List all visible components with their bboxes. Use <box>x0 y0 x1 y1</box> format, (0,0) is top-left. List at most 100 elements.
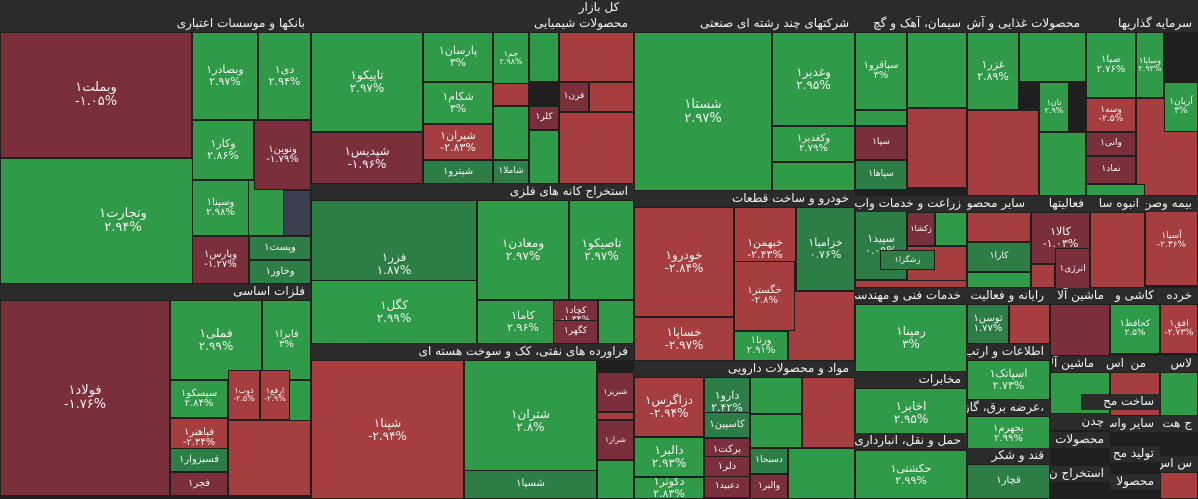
sector-header[interactable]: ماشین آلا <box>1050 288 1110 304</box>
stock-cell[interactable]: شپترو۱ <box>423 160 493 184</box>
stock-cell[interactable]: وبملت۱ -۱.۰۵% <box>0 32 192 158</box>
sector-header[interactable]: محصولات شیمیایی <box>311 16 634 32</box>
stock-cell[interactable]: خگستر۱ -۲.۸% <box>734 261 795 331</box>
stock-cell[interactable]: دعبید۱ <box>704 476 750 498</box>
sector-header[interactable]: چدن <box>1050 414 1110 430</box>
stock-cell[interactable]: وانی۱ <box>1086 132 1136 156</box>
stock-cell[interactable]: خزامیا۱ ۰.۷۶% <box>796 207 855 291</box>
stock-cell[interactable]: صبا۱ ۲.۷۶% <box>1086 32 1136 98</box>
sector-header[interactable]: ج هت <box>1160 416 1198 432</box>
sector-header[interactable]: قند و شکر <box>967 448 1050 464</box>
stock-cell[interactable]: کحافظ۱ ۲.۵% <box>1110 304 1160 354</box>
stock-cell[interactable]: فسبزوار۱ <box>170 448 228 472</box>
sector-header[interactable]: حمل و نقل، انبارداری <box>855 433 967 449</box>
stock-cell[interactable]: خساپا۱ -۲.۹۷% <box>634 317 734 361</box>
sector-header[interactable]: لاس <box>1152 356 1198 372</box>
stock-cell[interactable]: تاصیکو۱ ۲.۹۷% <box>569 200 634 300</box>
stock-cell[interactable]: دزاگرس۱ -۲.۹۴% <box>634 377 704 437</box>
stock-cell[interactable]: شکام۱ ۳% <box>423 82 493 124</box>
stock-cell[interactable]: غزر۱ ۲.۸۹% <box>967 32 1019 110</box>
stock-cell[interactable]: وکغدیر۱ ۲.۷۹% <box>772 126 855 162</box>
sector-header[interactable]: فلزات اساسی <box>0 284 311 300</box>
sector-header[interactable]: زراعت و خدمات واب <box>855 196 967 212</box>
stock-cell[interactable]: زشگزا۱ <box>880 250 935 270</box>
stock-cell[interactable]: شپنا۱ -۲.۹۴% <box>311 360 464 499</box>
sector-header[interactable]: ساخت مح <box>1081 394 1160 410</box>
sector-header[interactable]: رایانه و فعالیت <box>967 288 1050 304</box>
stock-cell[interactable]: فابرا۱ ۳% <box>262 300 311 380</box>
stock-cell[interactable]: قچار۱ <box>967 464 1050 499</box>
stock-cell[interactable]: انرژی۱ <box>1055 248 1090 292</box>
sector-header[interactable]: خدمات فنی و مهندسی <box>855 288 967 304</box>
stock-cell[interactable]: دکوثر۱ ۲.۸۳% <box>634 477 704 499</box>
stock-cell[interactable]: بجهرم۱ ۲.۹۹% <box>967 416 1050 452</box>
sector-header[interactable]: ماشین آلا <box>1052 356 1100 372</box>
sector-header[interactable]: استخراج ن <box>1050 466 1110 482</box>
sector-header[interactable]: فراورده های نفتی، کک و سوخت هسته ای <box>311 344 634 360</box>
stock-cell[interactable]: نماد۱ <box>1086 156 1136 184</box>
stock-cell[interactable]: والبر۱ <box>750 474 788 499</box>
stock-cell[interactable]: خودرو۱ -۲.۸۴% <box>634 207 734 317</box>
sector-header[interactable]: سایر محصو <box>967 196 1031 212</box>
stock-cell[interactable]: وسه۱ -۲.۵% <box>1086 98 1136 132</box>
stock-cell[interactable]: کارا۱ <box>967 242 1031 272</box>
sector-header[interactable]: خرده <box>1160 288 1198 304</box>
stock-cell[interactable]: شتران۱ ۲.۸% <box>464 360 597 482</box>
sector-header[interactable]: استخراج کانه های فلزی <box>311 184 634 200</box>
stock-cell[interactable]: دسبحا۱ <box>750 448 788 474</box>
stock-cell[interactable]: نان۱ ۲.۹% <box>1039 82 1069 132</box>
stock-cell[interactable]: ارفع۱ -۲.۹% <box>260 370 290 420</box>
stock-cell[interactable]: وخاور۱ <box>249 260 311 284</box>
sector-header[interactable]: محصولا <box>1110 474 1160 490</box>
stock-cell[interactable]: کگل۱ ۲.۹۹% <box>311 280 477 344</box>
stock-cell[interactable]: فملی۱ ۲.۹۹% <box>170 300 262 380</box>
sector-header[interactable]: خودرو و ساخت قطعات <box>634 191 855 207</box>
sector-header[interactable]: تولید مح <box>1110 446 1160 462</box>
stock-cell[interactable]: شاملا۱ <box>493 160 529 184</box>
stock-cell[interactable]: فرن۱ <box>559 82 589 112</box>
stock-cell[interactable]: ونوین۱ -۱.۷۹% <box>254 120 311 190</box>
stock-cell[interactable]: وسینا۱ ۲.۹۸% <box>192 180 249 236</box>
stock-cell[interactable]: وپارس۱ -۱.۲۷% <box>192 236 249 284</box>
stock-cell[interactable]: زکشا۱ <box>907 212 935 246</box>
stock-cell[interactable]: سیسکو۱ ۲.۸۴% <box>170 380 228 418</box>
stock-cell[interactable]: شسپا۱ <box>464 470 597 499</box>
stock-cell[interactable]: کاسپین۱ <box>704 412 750 438</box>
stock-cell[interactable]: وکار۱ ۲.۸۶% <box>192 120 254 180</box>
sector-header[interactable]: شرکتهای چند رشته ای صنعتی <box>634 16 855 32</box>
stock-cell[interactable]: شیران۱ -۲.۸۳% <box>423 124 493 160</box>
stock-cell[interactable]: سپا۱ <box>855 126 907 160</box>
stock-cell[interactable]: پارسان۱ ۳% <box>423 32 493 82</box>
sector-header[interactable]: سرمایه گذاریها <box>1086 16 1198 32</box>
sector-header[interactable]: سایر واس <box>1110 416 1160 432</box>
stock-cell[interactable]: دالبر۱ ۲.۹۳% <box>634 437 704 477</box>
sector-header[interactable]: مخابرات <box>855 372 967 388</box>
sector-header[interactable]: انبوه سا <box>1090 196 1145 212</box>
sector-header[interactable]: اطلاعات و ارتب <box>967 344 1050 360</box>
stock-cell[interactable]: سپاقرو۱ ۳% <box>855 32 907 110</box>
stock-cell[interactable]: شپدیس۱ -۱.۹۶% <box>311 132 423 184</box>
stock-cell[interactable]: شستا۱ ۲.۹۷% <box>634 32 772 191</box>
stock-cell[interactable]: آریان۱ ۳% <box>1164 82 1198 132</box>
stock-cell[interactable]: وپست۱ <box>249 236 311 260</box>
sector-header[interactable]: فعالیتها <box>1031 196 1090 212</box>
stock-cell[interactable]: حکشتی۱ ۲.۹۹% <box>855 450 967 499</box>
stock-cell[interactable]: فجر۱ <box>170 472 228 496</box>
stock-cell[interactable]: افق۱ -۲.۷۳% <box>1160 304 1198 354</box>
sector-header[interactable]: اس <box>1100 356 1130 372</box>
stock-cell[interactable]: فولاد۱ -۱.۷۶% <box>0 300 170 496</box>
stock-cell[interactable]: کگهر۱ <box>553 320 598 344</box>
sector-header[interactable]: ،عرضه برق، گاز <box>967 400 1050 416</box>
sector-header[interactable]: بانکها و موسسات اعتباری <box>0 16 311 32</box>
stock-cell[interactable]: اخابر۱ ۲.۹۵% <box>855 388 967 438</box>
stock-cell[interactable]: وبصادر۱ ۲.۹۷% <box>192 32 258 120</box>
stock-cell[interactable]: ورنا۱ ۲.۹۱% <box>734 331 788 361</box>
stock-cell[interactable]: ومعادن۱ ۲.۹۷% <box>477 200 569 300</box>
sector-header[interactable]: مواد و محصولات دارویی <box>634 361 855 377</box>
stock-cell[interactable]: وساپا۱ ۲.۹۳% <box>1136 32 1164 98</box>
stock-cell[interactable]: شبریز۱ <box>597 372 634 412</box>
stock-cell[interactable]: تاپیکو۱ ۲.۹۷% <box>311 32 423 132</box>
sector-header[interactable]: سیمان، آهک و گچ <box>855 16 967 32</box>
stock-cell[interactable]: توسن۱ ۱.۷۷% <box>967 304 1009 344</box>
sector-header[interactable]: محصولات <box>1050 432 1110 448</box>
